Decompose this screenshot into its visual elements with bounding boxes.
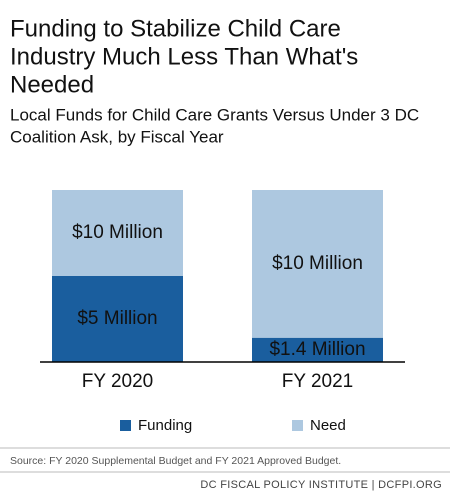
x-tick-label: FY 2021: [282, 371, 353, 392]
data-label: $10 Million: [272, 253, 363, 274]
data-label: $1.4 Million: [269, 339, 365, 360]
legend-label: Funding: [138, 417, 192, 434]
chart-subtitle: Coalition Ask, by Fiscal Year: [10, 127, 224, 146]
x-tick-label: FY 2020: [82, 371, 153, 392]
legend-swatch: [292, 420, 303, 431]
data-label: $5 Million: [77, 308, 157, 329]
chart-title: Needed: [10, 71, 94, 98]
chart-title: Industry Much Less Than What's: [10, 43, 358, 70]
bar: [52, 276, 183, 362]
legend-label: Need: [310, 417, 346, 434]
chart-subtitle: Local Funds for Child Care Grants Versus…: [10, 105, 419, 124]
footer: DC FISCAL POLICY INSTITUTE | DCFPI.ORG: [200, 479, 442, 491]
bar: [252, 190, 383, 362]
source: Source: FY 2020 Supplemental Budget and …: [10, 455, 341, 467]
bar: [252, 337, 383, 362]
chart-title: Funding to Stabilize Child Care: [10, 15, 341, 42]
legend-swatch: [120, 420, 131, 431]
data-label: $10 Million: [72, 222, 163, 243]
